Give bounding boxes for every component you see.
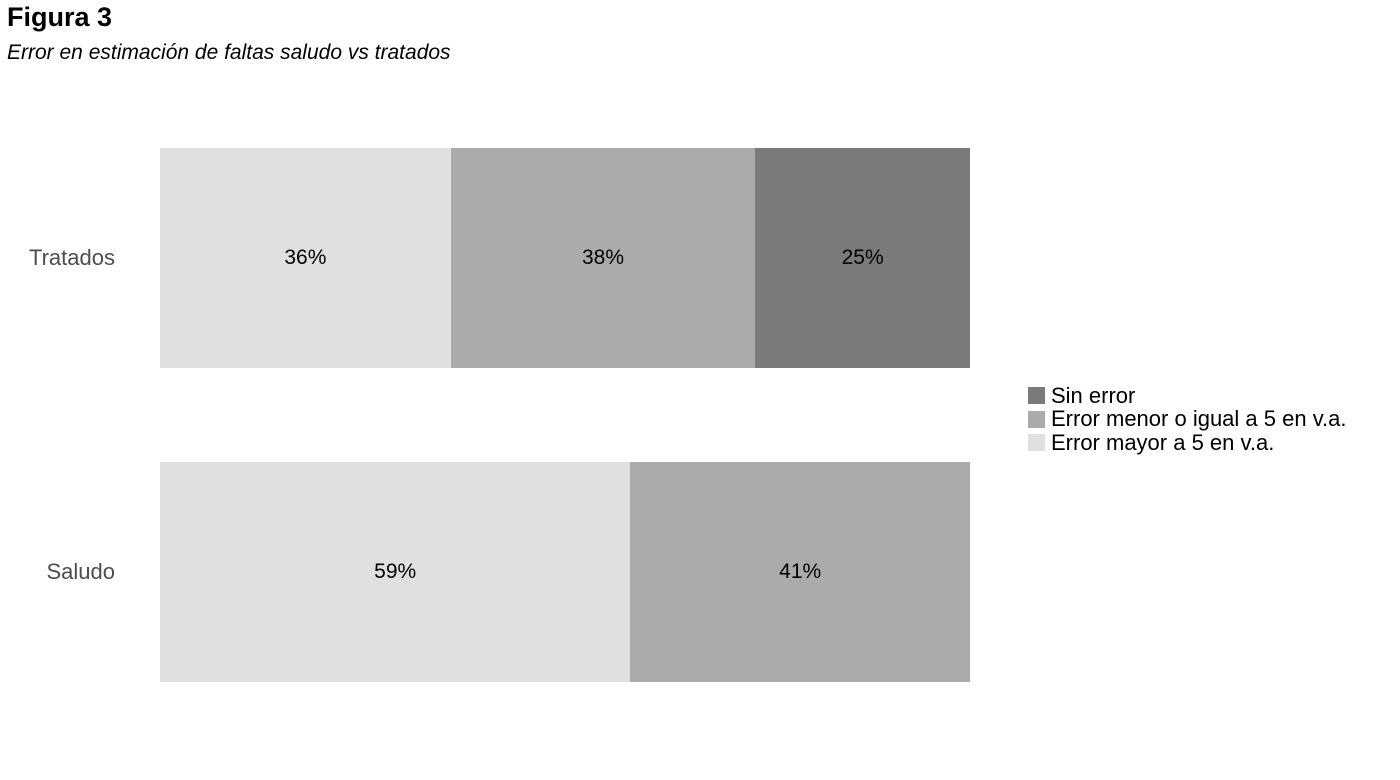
segment-value-label: 25% bbox=[841, 246, 884, 269]
legend-swatch bbox=[1028, 434, 1045, 452]
legend-swatch bbox=[1028, 410, 1045, 428]
legend-item: Error menor o igual a 5 en v.a. bbox=[1028, 406, 1347, 432]
segment-value-label: 38% bbox=[581, 246, 624, 269]
bar-segment: 25% bbox=[755, 148, 970, 368]
bar-row-saludo: Saludo 59% 41% bbox=[0, 462, 970, 682]
legend-swatch bbox=[1028, 387, 1045, 405]
legend-item: Error mayor a 5 en v.a. bbox=[1028, 429, 1347, 455]
category-label: Saludo bbox=[46, 559, 115, 584]
segment-value-label: 59% bbox=[374, 560, 417, 583]
bar-row-tratados: Tratados 36% 38% 25% bbox=[0, 148, 970, 368]
bar-segment: 59% bbox=[160, 462, 631, 682]
legend: Sin error Error menor o igual a 5 en v.a.… bbox=[1028, 382, 1347, 455]
stacked-bar: 59% 41% bbox=[160, 462, 970, 682]
legend-label: Error menor o igual a 5 en v.a. bbox=[1051, 406, 1347, 432]
legend-label: Error mayor a 5 en v.a. bbox=[1051, 429, 1275, 455]
bar-segment: 36% bbox=[160, 148, 451, 368]
bar-segment: 38% bbox=[450, 148, 756, 368]
segment-value-label: 36% bbox=[284, 246, 327, 269]
segment-value-label: 41% bbox=[779, 560, 822, 583]
legend-item: Sin error bbox=[1028, 382, 1347, 408]
bar-segment: 41% bbox=[630, 462, 970, 682]
figure-title: Figura 3 bbox=[7, 2, 113, 32]
stacked-bar: 36% 38% 25% bbox=[160, 148, 970, 368]
stacked-bar-chart: Tratados 36% 38% 25% Saludo 59% 41% bbox=[0, 148, 970, 682]
figure-subtitle: Error en estimación de faltas saludo vs … bbox=[7, 41, 451, 64]
category-label: Tratados bbox=[28, 245, 115, 270]
legend-label: Sin error bbox=[1051, 382, 1136, 408]
